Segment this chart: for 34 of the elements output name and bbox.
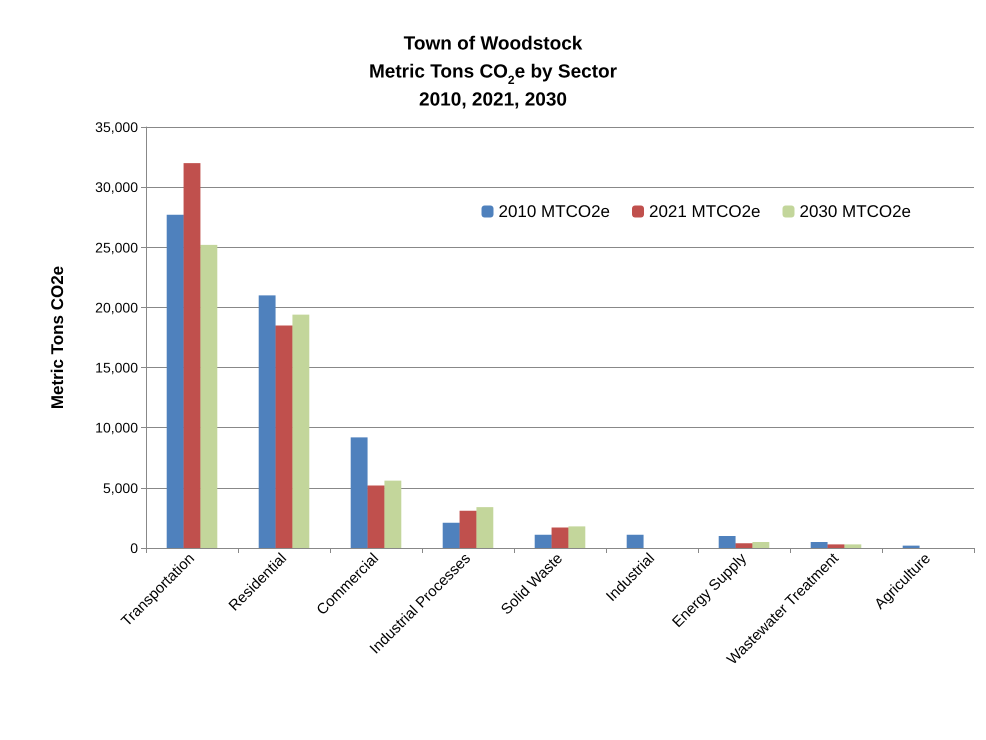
legend-label: 2010 MTCO2e — [498, 202, 610, 221]
y-tick-label: 10,000 — [95, 420, 138, 436]
bar — [258, 295, 276, 548]
legend-label: 2021 MTCO2e — [649, 202, 761, 221]
bar — [442, 522, 460, 548]
y-tick-label: 20,000 — [95, 299, 138, 316]
bar — [626, 534, 644, 548]
bar — [810, 542, 828, 548]
legend-label: 2030 MTCO2e — [800, 202, 912, 221]
bar — [200, 244, 218, 548]
bar — [384, 480, 402, 548]
bar — [460, 510, 476, 548]
bar — [166, 214, 184, 548]
bar — [184, 163, 200, 548]
bar — [350, 437, 368, 548]
bar — [568, 526, 586, 548]
y-tick-label: 35,000 — [95, 119, 138, 135]
bar — [368, 485, 384, 548]
y-tick-label: 15,000 — [95, 360, 138, 376]
y-tick-label: 5,000 — [102, 480, 138, 496]
bar — [736, 543, 752, 548]
bar — [292, 314, 310, 548]
y-tick-label: 25,000 — [95, 239, 138, 256]
bar — [476, 507, 494, 548]
y-axis-title: Metric Tons CO2e — [48, 266, 67, 410]
y-tick-label: 0 — [130, 540, 138, 556]
bar — [844, 544, 862, 548]
bar — [828, 544, 844, 548]
bar — [718, 536, 736, 548]
bar — [534, 534, 552, 548]
bar — [752, 542, 770, 548]
y-tick-label: 30,000 — [95, 179, 138, 196]
bar — [552, 528, 568, 548]
bar — [276, 325, 292, 548]
